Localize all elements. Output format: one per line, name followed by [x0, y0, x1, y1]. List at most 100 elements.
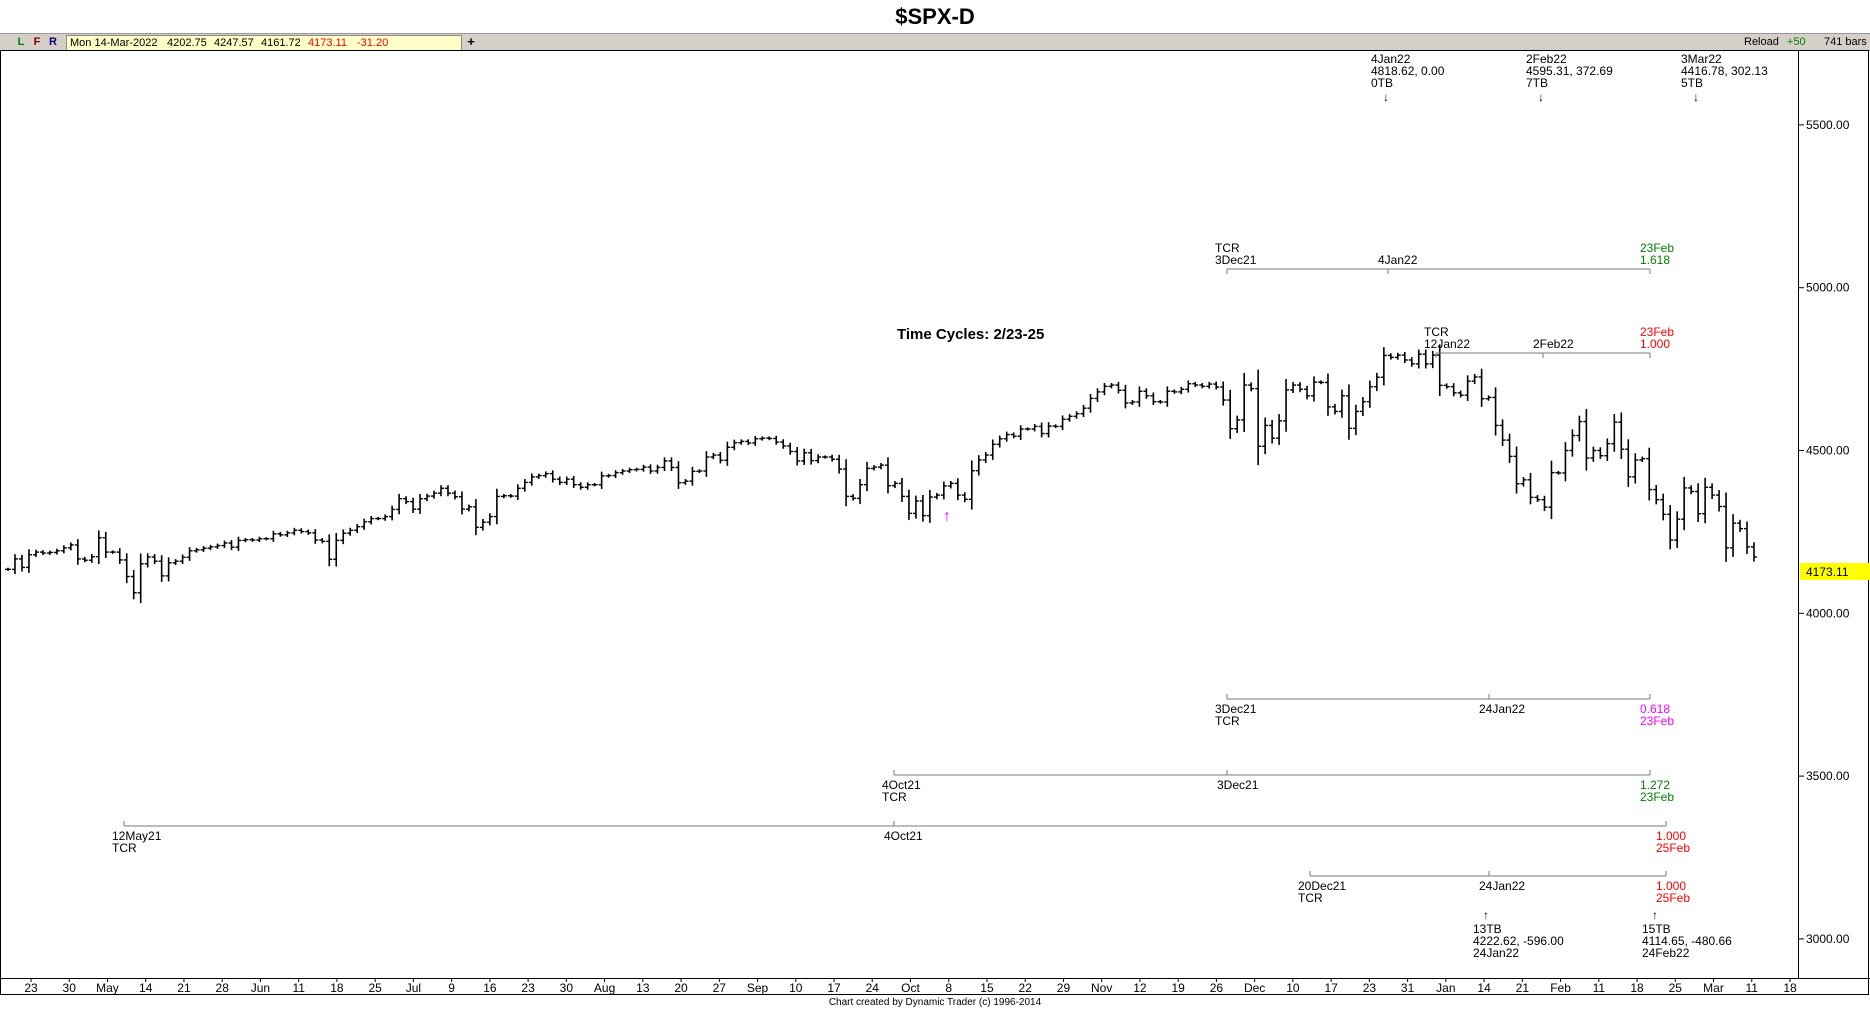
- pivot-text: 0TB: [1371, 76, 1393, 90]
- price-bar: [1478, 368, 1485, 407]
- price-bar: [1157, 399, 1164, 404]
- price-bar: [277, 531, 284, 537]
- price-bar: [968, 460, 975, 510]
- price-bar: [808, 448, 815, 465]
- projection-right-label: 1.000: [1656, 879, 1686, 893]
- price-bar: [619, 468, 626, 475]
- plus50-button[interactable]: +50: [1787, 36, 1806, 48]
- price-bar: [500, 493, 507, 499]
- pivot-text: 4818.62, 0.00: [1371, 64, 1445, 78]
- price-bar: [1087, 393, 1094, 413]
- price-bar: [172, 559, 179, 565]
- price-bar: [1632, 453, 1639, 484]
- bar-count: 741 bars: [1824, 36, 1867, 48]
- price-bar: [1115, 381, 1122, 394]
- price-bar: [1269, 419, 1276, 444]
- x-tick-label: 9: [448, 981, 455, 995]
- price-bar: [919, 494, 926, 522]
- price-bar: [780, 439, 787, 449]
- price-bar: [312, 529, 319, 544]
- l-button[interactable]: L: [17, 36, 25, 48]
- price-bar: [1667, 504, 1674, 550]
- x-tick-label: 11: [1593, 981, 1606, 995]
- price-bar: [1723, 492, 1730, 562]
- price-bar: [843, 459, 850, 507]
- price-bar: [542, 471, 549, 478]
- price-bar: [410, 497, 417, 513]
- price-bar: [1276, 414, 1283, 445]
- quote-close: 4173.11: [308, 37, 347, 49]
- price-bar: [221, 540, 228, 548]
- x-tick-label: 11: [292, 981, 305, 995]
- x-tick-label: 28: [216, 981, 230, 995]
- price-bar: [507, 494, 514, 498]
- pivot-text: 4Jan22: [1371, 52, 1411, 66]
- price-bar: [396, 493, 403, 515]
- price-bar: [1569, 429, 1576, 457]
- price-bar: [382, 514, 389, 521]
- price-bar: [438, 485, 445, 497]
- price-bar: [905, 489, 912, 521]
- projection-left-label: TCR: [1215, 714, 1240, 728]
- price-bar: [961, 492, 968, 503]
- projection-right-label: 25Feb: [1656, 841, 1690, 855]
- price-bar: [354, 523, 361, 533]
- f-button[interactable]: F: [33, 36, 41, 48]
- add-button[interactable]: +: [467, 34, 475, 49]
- price-bar: [375, 516, 382, 521]
- price-bar: [1290, 381, 1297, 394]
- price-bar: [801, 448, 808, 465]
- r-button[interactable]: R: [49, 36, 57, 48]
- price-bar: [1143, 388, 1150, 399]
- price-bar: [815, 454, 822, 464]
- price-bar: [333, 533, 340, 567]
- price-bar: [710, 452, 717, 460]
- price-bar: [1178, 386, 1185, 395]
- price-bar: [1059, 415, 1066, 431]
- pivot-arrow: ↓: [1383, 90, 1389, 104]
- projection-mid-label: 3Dec21: [1217, 778, 1259, 792]
- price-bar: [724, 441, 731, 466]
- y-tick-label: 4000.00: [1806, 606, 1850, 620]
- price-bar: [200, 546, 207, 552]
- x-tick-label: 16: [483, 981, 497, 995]
- price-bar: [179, 554, 186, 565]
- projection-left-label: TCR: [1215, 241, 1240, 255]
- reload-button[interactable]: Reload: [1744, 36, 1779, 48]
- pivot-text: 24Feb22: [1642, 946, 1690, 960]
- projection-left-label: 3Dec21: [1215, 253, 1257, 267]
- x-tick-label: 17: [1324, 981, 1338, 995]
- price-bar: [347, 527, 354, 536]
- price-bar: [137, 553, 144, 604]
- price-bar: [1331, 403, 1338, 415]
- price-bar: [1520, 477, 1527, 487]
- pivot-text: 4222.62, -596.00: [1473, 934, 1564, 948]
- price-bar: [1653, 484, 1660, 505]
- x-tick-label: 30: [63, 981, 77, 995]
- price-bar: [1234, 415, 1241, 433]
- price-bar: [1359, 397, 1366, 416]
- price-bar: [1506, 433, 1513, 463]
- x-tick-label: Oct: [901, 981, 920, 995]
- price-bar: [1220, 381, 1227, 406]
- projection-left-label: 12Jan22: [1424, 337, 1470, 351]
- price-bar: [242, 537, 249, 543]
- price-bar: [1080, 404, 1087, 417]
- pivot-text: 13TB: [1473, 922, 1502, 936]
- price-bar: [81, 556, 88, 563]
- price-bar: [1485, 395, 1492, 401]
- price-bar: [74, 539, 81, 565]
- price-bar: [1499, 419, 1506, 447]
- x-tick-label: 29: [1057, 981, 1071, 995]
- pivot-text: 4595.31, 372.69: [1526, 64, 1613, 78]
- price-bar: [947, 480, 954, 489]
- projection-right-label: 1.272: [1640, 778, 1670, 792]
- price-bar: [954, 478, 961, 501]
- price-bar: [570, 475, 577, 488]
- x-tick-label: 15: [980, 981, 994, 995]
- price-bar: [67, 542, 74, 551]
- price-bar: [766, 436, 773, 441]
- pivot-text: 5TB: [1681, 76, 1703, 90]
